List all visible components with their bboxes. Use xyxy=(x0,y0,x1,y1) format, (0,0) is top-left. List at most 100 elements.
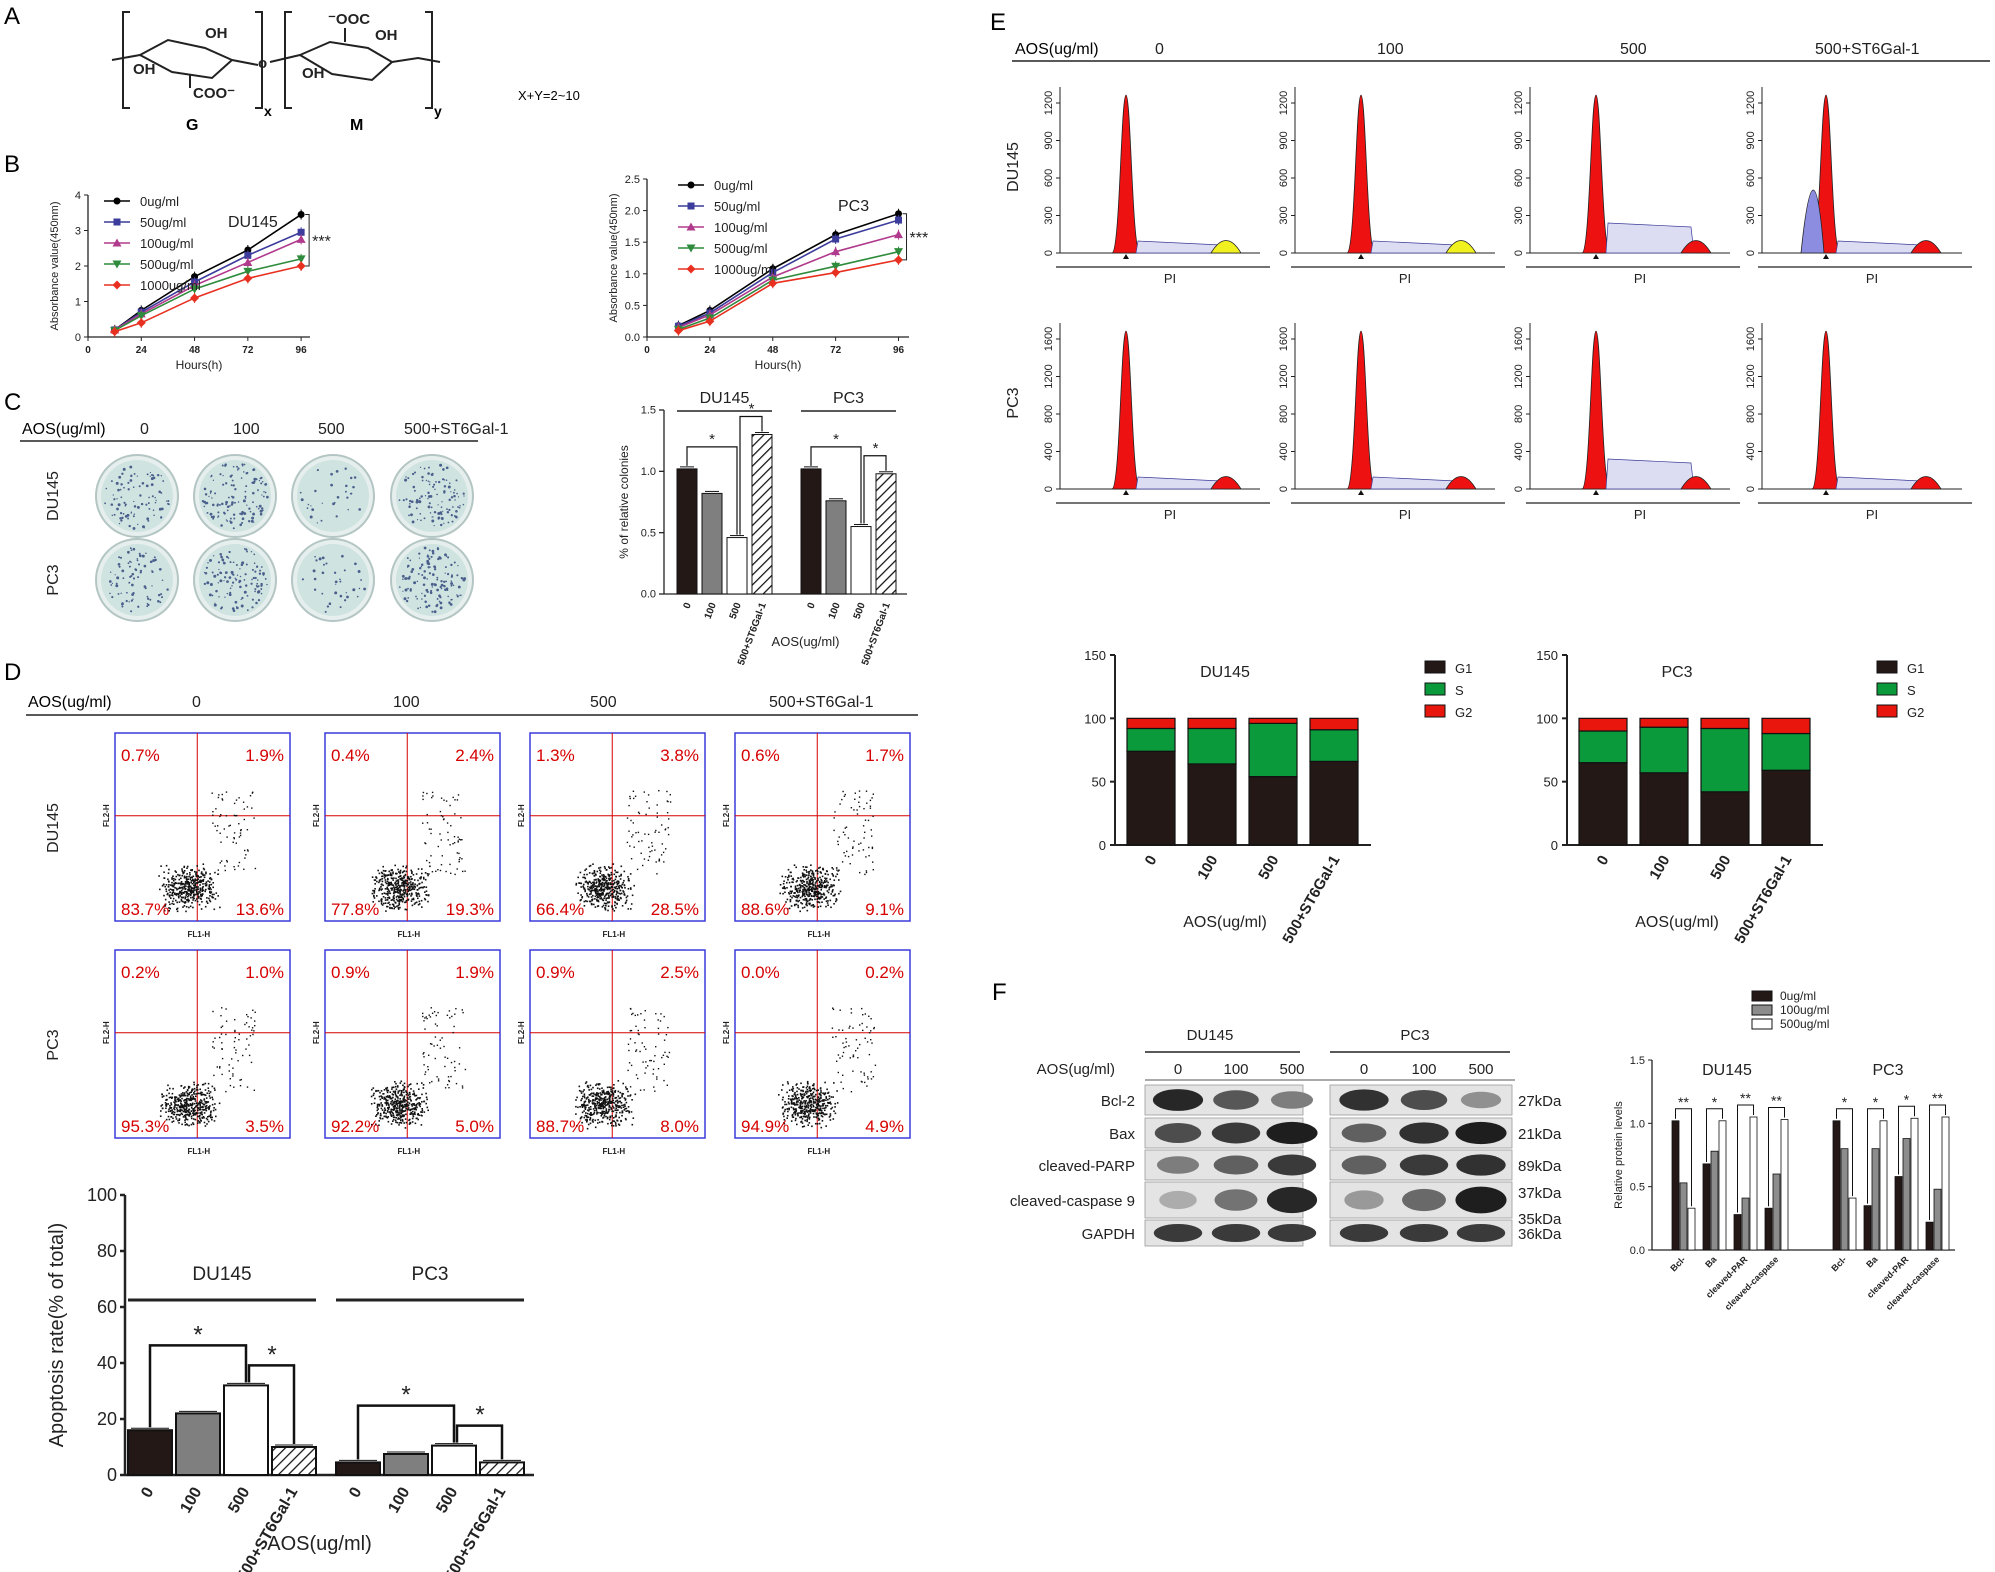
event-dot xyxy=(177,1119,179,1122)
marker xyxy=(296,255,306,264)
event-dot xyxy=(431,1043,433,1045)
event-dot xyxy=(799,910,801,913)
event-dot xyxy=(398,902,400,905)
event-dot xyxy=(234,1030,236,1033)
colony-dot xyxy=(343,569,346,572)
event-dot xyxy=(185,876,187,878)
colony-dot xyxy=(299,491,302,494)
event-dot xyxy=(212,896,215,899)
event-dot xyxy=(637,1077,639,1080)
event-dot xyxy=(196,1104,199,1107)
event-dot xyxy=(187,898,189,901)
event-dot xyxy=(807,887,810,890)
event-dot xyxy=(616,883,619,886)
colony-dot xyxy=(248,507,251,510)
event-dot xyxy=(589,1094,591,1096)
event-dot xyxy=(788,1095,790,1097)
event-dot xyxy=(796,1100,798,1103)
event-dot xyxy=(607,1122,609,1125)
event-dot xyxy=(412,1090,415,1092)
event-dot xyxy=(601,1090,604,1092)
event-dot xyxy=(407,1107,410,1109)
event-dot xyxy=(818,1101,820,1103)
colony-dot xyxy=(110,480,113,483)
event-dot xyxy=(409,885,411,888)
event-dot xyxy=(600,890,602,892)
x-tick-label: 72 xyxy=(830,345,842,356)
event-dot xyxy=(380,898,383,900)
event-dot xyxy=(390,887,392,890)
event-dot xyxy=(830,1108,832,1110)
colony-dot xyxy=(133,500,135,503)
flow-plot-frame xyxy=(734,732,911,922)
event-dot xyxy=(838,879,840,881)
event-dot xyxy=(865,790,868,792)
event-dot xyxy=(618,1124,621,1126)
colony-dot xyxy=(133,513,136,515)
event-dot xyxy=(597,892,599,894)
event-dot xyxy=(805,1106,807,1109)
event-dot xyxy=(382,884,384,887)
event-dot xyxy=(627,1106,630,1108)
event-dot xyxy=(804,888,807,891)
event-dot xyxy=(811,1125,813,1128)
colony-dot xyxy=(129,575,132,578)
event-dot xyxy=(398,903,401,906)
event-dot xyxy=(610,866,613,869)
event-dot xyxy=(621,1094,623,1097)
event-dot xyxy=(790,1103,793,1105)
event-dot xyxy=(839,890,842,893)
event-dot xyxy=(818,1109,821,1112)
event-dot xyxy=(174,870,177,872)
colony-dot xyxy=(260,507,264,510)
event-dot xyxy=(608,1092,611,1094)
colony-dot xyxy=(109,592,111,595)
event-dot xyxy=(449,804,451,807)
event-dot xyxy=(176,907,179,910)
event-dot xyxy=(815,1116,818,1119)
event-dot xyxy=(176,901,178,904)
event-dot xyxy=(815,1122,817,1125)
event-dot xyxy=(587,1116,590,1118)
event-dot xyxy=(608,1095,611,1098)
event-dot xyxy=(795,1117,797,1120)
event-dot xyxy=(793,1112,795,1114)
event-dot xyxy=(809,1090,812,1093)
event-dot xyxy=(417,903,420,906)
event-dot xyxy=(401,1104,404,1106)
event-dot xyxy=(860,842,862,844)
event-dot xyxy=(797,1114,799,1117)
event-dot xyxy=(625,896,628,899)
colony-dot xyxy=(123,501,126,504)
event-dot xyxy=(416,889,419,891)
colony-dot xyxy=(116,507,119,511)
event-dot xyxy=(801,1118,804,1120)
event-dot xyxy=(389,892,392,895)
event-dot xyxy=(433,1045,435,1047)
colony-dot xyxy=(262,572,265,576)
event-dot xyxy=(604,908,607,911)
event-dot xyxy=(817,906,820,908)
event-dot xyxy=(420,1111,422,1113)
event-dot xyxy=(598,1121,601,1124)
event-dot xyxy=(610,893,613,895)
event-dot xyxy=(807,1101,809,1104)
colony-dot xyxy=(226,520,229,522)
event-dot xyxy=(602,874,605,876)
colony-dot xyxy=(453,489,456,491)
event-dot xyxy=(601,1121,604,1123)
colony-dot xyxy=(415,507,418,510)
colony-dot xyxy=(246,594,249,597)
event-dot xyxy=(610,871,613,874)
colony-dot xyxy=(416,597,419,600)
colony-dot xyxy=(420,519,422,522)
colony-dot xyxy=(118,475,122,479)
event-dot xyxy=(616,1101,619,1104)
colony-dot xyxy=(437,512,441,515)
event-dot xyxy=(605,893,608,896)
event-dot xyxy=(623,891,625,893)
event-dot xyxy=(784,1108,786,1111)
event-dot xyxy=(591,885,593,887)
event-dot xyxy=(184,887,187,890)
event-dot xyxy=(577,876,579,879)
